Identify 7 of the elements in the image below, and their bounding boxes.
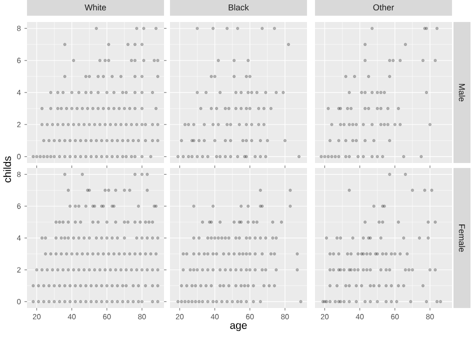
y2-axis-title: Male: [458, 84, 466, 102]
chart-title: Black: [228, 4, 249, 10]
chart-title: Other: [373, 4, 394, 10]
x-axis-title: age: [230, 323, 247, 332]
y-axis-title: childs: [3, 156, 11, 182]
y2-axis-title: Female: [458, 224, 466, 252]
chart-title: White: [84, 4, 106, 10]
